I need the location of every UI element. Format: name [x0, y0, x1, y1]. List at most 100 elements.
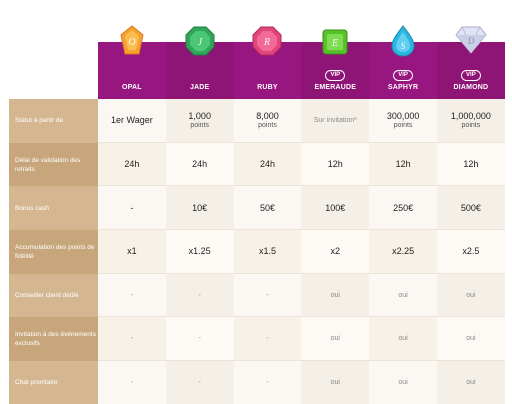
jade-gem-icon: J	[185, 26, 215, 56]
table-cell: 500€	[436, 186, 505, 231]
cell-value: x1.5	[258, 246, 276, 257]
table-cell: 24h	[233, 142, 302, 187]
table-row: Bonus cash - 10€ 50€ 100€ 250€ 500€	[9, 186, 505, 231]
cell-value: oui	[466, 291, 476, 299]
table-cell: x2.5	[436, 230, 505, 274]
table-cell: -	[165, 317, 234, 362]
cell-value: 10€	[192, 202, 208, 213]
cell-value: 8,000	[256, 111, 279, 122]
table-cell: oui	[301, 317, 370, 362]
cell-value: oui	[466, 378, 476, 386]
row-label: Invitation à des événements exclusifs	[9, 317, 98, 362]
table-cell: oui	[301, 273, 370, 318]
svg-text:E: E	[331, 38, 338, 49]
table-cell: x2	[301, 230, 370, 274]
cell-value: 50€	[259, 202, 275, 213]
tier-column-opal: O OPAL	[98, 25, 166, 99]
table-row: Conseiller client dédié - - - oui oui ou…	[9, 273, 505, 318]
cell-value: 250€	[393, 202, 414, 213]
tier-column-diamond: D VIP DIAMOND	[436, 26, 505, 99]
table-row: Délai de validation des retraits 24h 24h…	[9, 142, 505, 187]
table-cell: 100€	[301, 186, 370, 231]
row-label: Chat prioritaire	[9, 361, 98, 404]
cell-unit: points	[190, 122, 210, 130]
table-cell: 8,000 points	[233, 99, 302, 143]
vip-badge: VIP	[325, 70, 346, 81]
cell-value: 300,000	[386, 111, 420, 122]
cell-value: oui	[330, 291, 340, 299]
table-cell: x1.25	[165, 230, 234, 274]
svg-text:D: D	[467, 36, 475, 46]
table-cell: -	[233, 317, 302, 362]
vip-badge: VIP	[461, 70, 481, 81]
table-cell: -	[233, 273, 302, 318]
table-cell: 1,000 points	[165, 99, 234, 143]
cell-unit: points	[393, 122, 413, 130]
cell-value: 24h	[124, 159, 140, 170]
cell-value: x2	[330, 246, 341, 257]
table-cell: -	[98, 186, 166, 231]
benefits-rows: Statut à partir de 1er Wager 1,000 points…	[9, 99, 505, 404]
table-cell: 300,000 points	[369, 99, 437, 143]
cell-value: oui	[466, 335, 476, 343]
table-cell: oui	[436, 361, 505, 404]
row-label: Conseiller client dédié	[9, 273, 98, 318]
row-label: Bonus cash	[9, 186, 98, 231]
tier-column-emeraude: E VIP EMERAUDE	[301, 29, 370, 99]
table-cell: 24h	[98, 142, 166, 187]
cell-value: -	[198, 291, 201, 299]
tier-column-jade: J JADE	[165, 26, 234, 99]
cell-value: 100€	[325, 202, 346, 213]
svg-text:O: O	[128, 37, 135, 48]
sapphire-gem-icon: S	[391, 25, 415, 57]
cell-value: -	[198, 335, 201, 343]
cell-value: oui	[330, 335, 340, 343]
cell-value: x2.5	[462, 246, 480, 257]
table-cell: -	[233, 361, 302, 404]
tier-header: O OPAL J JADE R RUBY	[98, 25, 505, 99]
table-cell: 50€	[233, 186, 302, 231]
cell-value: 1,000	[188, 111, 211, 122]
table-cell: 12h	[369, 142, 437, 187]
svg-text:R: R	[263, 37, 270, 48]
cell-value: -	[130, 291, 134, 299]
tier-column-ruby: R RUBY	[233, 26, 302, 99]
table-cell: 1er Wager	[98, 99, 166, 143]
table-cell: 12h	[301, 142, 370, 187]
cell-value: -	[266, 335, 269, 343]
table-cell: 1,000,000 points	[436, 99, 505, 143]
cell-value: oui	[398, 335, 408, 343]
table-cell: oui	[369, 361, 437, 404]
cell-value: oui	[398, 378, 408, 386]
table-cell: oui	[436, 317, 505, 362]
cell-value: 24h	[259, 159, 275, 170]
cell-value: 500€	[460, 202, 481, 213]
cell-unit: points	[258, 122, 277, 130]
tier-name: JADE	[189, 84, 210, 91]
table-cell: -	[98, 273, 166, 318]
table-cell: -	[165, 273, 234, 318]
cell-value: -	[266, 291, 269, 299]
cell-value: -	[130, 202, 134, 213]
table-cell: -	[165, 361, 234, 404]
svg-text:S: S	[401, 41, 406, 51]
opal-gem-icon: O	[120, 25, 144, 55]
table-row: Statut à partir de 1er Wager 1,000 points…	[9, 99, 505, 143]
table-row: Invitation à des événements exclusifs - …	[9, 317, 505, 362]
emerald-gem-icon: E	[322, 29, 348, 55]
tier-name: EMERAUDE	[314, 84, 357, 91]
row-label: Délai de validation des retraits	[9, 142, 98, 187]
cell-value: oui	[398, 291, 408, 299]
tier-name: OPAL	[122, 84, 142, 91]
cell-value: 24h	[192, 159, 208, 170]
tier-name: RUBY	[257, 84, 278, 91]
cell-value: x1	[127, 246, 137, 257]
table-cell: -	[98, 317, 166, 362]
table-cell: 250€	[369, 186, 437, 231]
cell-value: x1.25	[188, 246, 211, 257]
table-cell: oui	[369, 317, 437, 362]
cell-value: 12h	[327, 159, 343, 170]
tier-name: DIAMOND	[453, 84, 489, 91]
table-cell: -	[98, 361, 166, 404]
table-cell: 12h	[436, 142, 505, 187]
